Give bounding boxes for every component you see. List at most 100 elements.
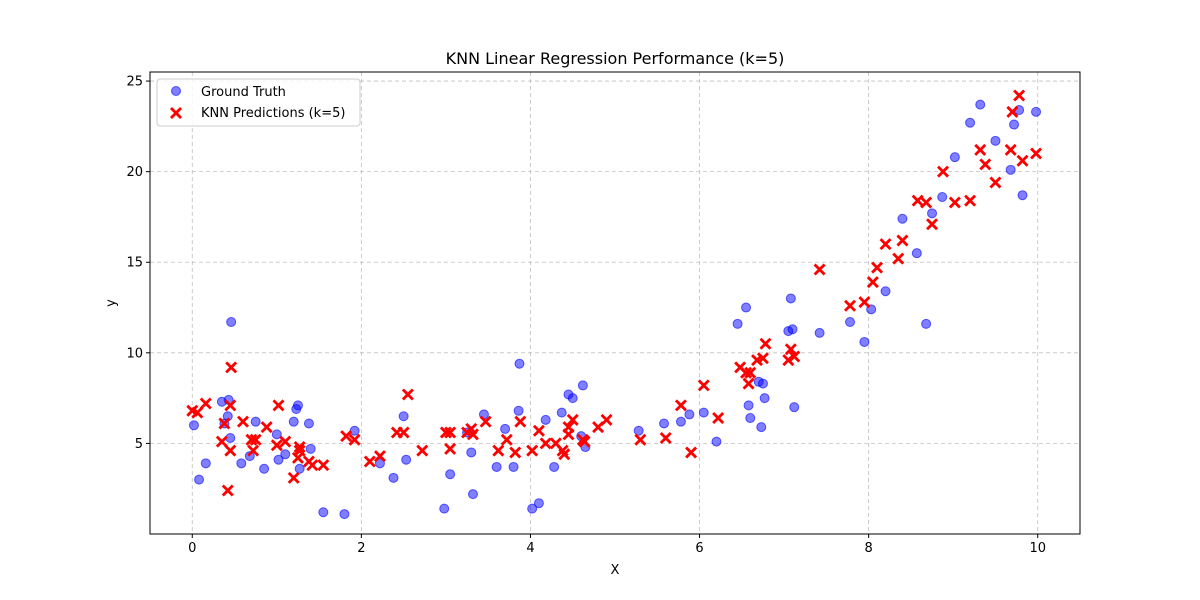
ground-truth-point xyxy=(743,400,754,411)
ground-truth-point xyxy=(1009,119,1020,130)
ground-truth-point xyxy=(200,458,211,469)
prediction-point xyxy=(896,234,909,247)
prediction-point xyxy=(224,444,237,457)
ground-truth-point xyxy=(789,402,800,413)
prediction-point xyxy=(759,337,772,350)
ground-truth-point xyxy=(236,458,247,469)
prediction-point xyxy=(1016,154,1029,167)
ground-truth-point xyxy=(814,327,825,338)
prediction-point xyxy=(964,194,977,207)
ground-truth-point xyxy=(927,208,938,219)
ground-truth-point xyxy=(271,429,282,440)
ground-truth-point xyxy=(880,286,891,297)
prediction-point xyxy=(224,399,237,412)
ground-truth-point xyxy=(513,405,524,416)
ground-truth-point xyxy=(741,302,752,313)
prediction-point xyxy=(634,433,647,446)
prediction-point xyxy=(600,413,613,426)
prediction-point xyxy=(685,446,698,459)
ground-truth-point xyxy=(965,117,976,128)
ground-truth-point xyxy=(273,454,284,465)
x-tick-label: 4 xyxy=(526,541,534,556)
ground-truth-point xyxy=(745,413,756,424)
ground-truth-point xyxy=(732,318,743,329)
y-axis-label: y xyxy=(104,299,119,307)
prediction-point xyxy=(937,165,950,178)
prediction-point xyxy=(514,415,527,428)
prediction-point xyxy=(532,424,545,437)
x-tick-label: 10 xyxy=(1029,541,1046,556)
ground-truth-point xyxy=(514,358,525,369)
ground-truth-point xyxy=(398,411,409,422)
ground-truth-point xyxy=(388,472,399,483)
prediction-point xyxy=(237,415,249,428)
ground-truth-point xyxy=(533,498,544,509)
prediction-point xyxy=(879,238,892,251)
x-tick-label: 8 xyxy=(864,541,872,556)
ground-truth-point xyxy=(445,469,456,480)
prediction-point xyxy=(1006,105,1019,118)
y-tick-label: 10 xyxy=(126,346,143,361)
ground-truth-point xyxy=(194,474,205,485)
axis-ticks: 0 2 4 6 8 10 5 10 15 20 25 xyxy=(126,75,1046,556)
prediction-point xyxy=(756,352,769,365)
prediction-point xyxy=(539,437,552,450)
ground-truth-point xyxy=(990,135,1001,146)
prediction-point xyxy=(293,444,306,457)
prediction-point xyxy=(348,433,361,446)
x-tick-label: 0 xyxy=(188,541,196,556)
ground-truth-point xyxy=(339,509,350,520)
legend-ground-truth-marker xyxy=(171,86,181,96)
prediction-point xyxy=(866,276,879,289)
prediction-point xyxy=(249,433,262,446)
prediction-series xyxy=(186,89,1043,497)
ground-truth-point xyxy=(540,414,551,425)
ground-truth-point xyxy=(527,503,538,514)
prediction-point xyxy=(1030,147,1043,160)
prediction-point xyxy=(397,426,410,439)
prediction-point xyxy=(270,439,283,452)
plot-frame xyxy=(149,71,1081,535)
legend-prediction-marker xyxy=(170,107,182,119)
ground-truth-point xyxy=(675,416,686,427)
prediction-point xyxy=(279,435,292,448)
prediction-point xyxy=(373,450,386,463)
prediction-point xyxy=(697,379,710,392)
prediction-point xyxy=(784,343,797,356)
prediction-point xyxy=(558,448,571,461)
prediction-point xyxy=(782,354,795,367)
ground-truth-point xyxy=(1017,190,1028,201)
ground-truth-point xyxy=(698,407,709,418)
ground-truth-point xyxy=(305,443,316,454)
ground-truth-point xyxy=(757,378,768,389)
legend-box xyxy=(156,78,361,127)
ground-truth-point xyxy=(374,458,385,469)
ground-truth-point xyxy=(508,461,519,472)
prediction-point xyxy=(444,442,457,455)
ground-truth-point xyxy=(921,318,932,329)
ground-truth-point xyxy=(577,380,588,391)
ground-truth-point xyxy=(259,463,270,474)
prediction-point xyxy=(218,417,231,430)
prediction-point xyxy=(926,218,939,231)
prediction-point xyxy=(974,143,987,156)
prediction-point xyxy=(215,435,228,448)
prediction-point xyxy=(578,435,591,448)
prediction-point xyxy=(509,446,522,459)
ground-truth-point xyxy=(785,293,796,304)
ground-truth-point xyxy=(349,425,360,436)
ground-truth-point xyxy=(684,409,695,420)
prediction-point xyxy=(674,399,687,412)
prediction-point xyxy=(659,431,672,444)
ground-truth-point xyxy=(1005,164,1016,175)
ground-truth-point xyxy=(288,416,299,427)
prediction-point xyxy=(260,421,273,434)
y-tick-label: 25 xyxy=(126,75,143,90)
ground-truth-point xyxy=(756,422,767,433)
prediction-point xyxy=(199,397,212,410)
prediction-point xyxy=(191,406,204,419)
prediction-point xyxy=(911,194,924,207)
prediction-point xyxy=(562,421,575,434)
ground-truth-point xyxy=(500,423,511,434)
